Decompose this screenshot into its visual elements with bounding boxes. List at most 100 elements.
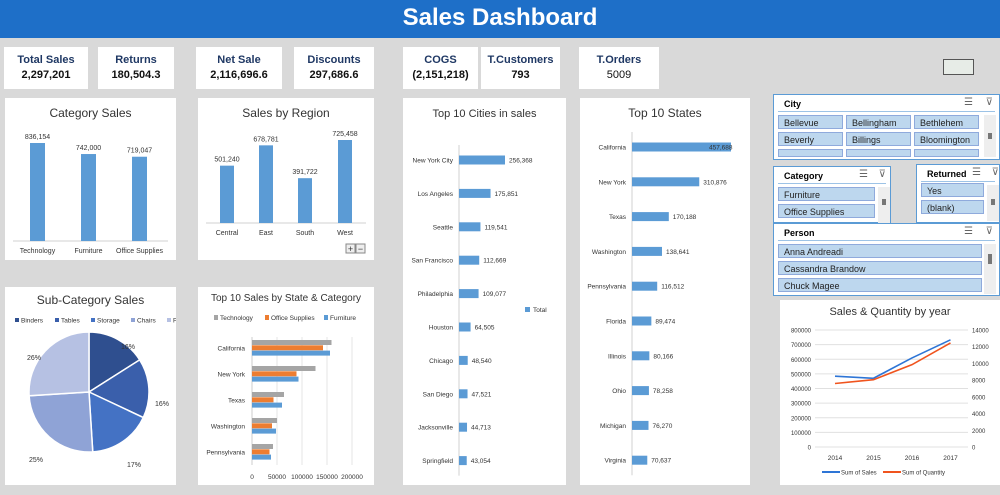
category-label: Florida [606,319,626,326]
kpi-value: 297,686.6 [309,69,359,81]
slicer-item[interactable]: Billings [846,132,911,146]
yearly-line-chart: Sales & Quantity by year 800000 700000 6000… [780,300,1000,485]
category-label: California [599,145,627,152]
chart-title: Sales & Quantity by year [829,306,951,318]
data-label: 43,054 [471,458,491,465]
scrollbar[interactable] [984,244,996,294]
bar-seattle [459,222,481,232]
chart-title: Category Sales [49,106,132,120]
data-label: 725,458 [332,131,357,138]
top-cities-chart: Top 10 Cities in sales New York City 256,3… [403,98,566,485]
legend-swatch [55,318,59,322]
legend-label: Office Supplies [271,315,315,322]
multi-select-icon[interactable]: ☰ [964,226,973,237]
scrollbar[interactable] [878,187,890,223]
data-label: 119,541 [484,224,507,231]
selected-cell[interactable] [943,59,974,75]
slicer-item[interactable]: Cassandra Brandow [778,261,982,275]
slicer-item[interactable]: Chuck Magee [778,278,982,292]
data-label: 70,637 [651,458,671,465]
tick-label: 50000 [268,474,286,481]
bar-washington [632,246,662,256]
expand-button[interactable]: + [345,243,356,254]
scrollbar[interactable] [987,185,999,221]
button-label: + [348,244,353,254]
data-label: 742,000 [76,145,101,152]
y2-tick-label: 8000 [972,379,986,385]
data-label: 64,505 [475,325,495,332]
chart-title: Sales by Region [242,106,330,120]
slicer-item-partial[interactable] [778,149,843,157]
clear-filter-icon[interactable]: ⊽ [985,97,993,108]
bar-technology [30,143,45,241]
kpi-label: Discounts [307,54,361,66]
data-label: 48,540 [472,358,492,365]
slicer-item-partial[interactable] [846,149,911,157]
kpi-card-total-sales: Total Sales 2,297,201 [4,47,88,89]
data-label: 170,188 [673,214,697,221]
slicer-item-partial[interactable] [914,149,979,157]
tick-label: 100000 [291,474,313,481]
slicer-item[interactable]: (blank) [921,200,984,214]
slicer-title: City [784,99,802,109]
legend-label: Storage [97,318,120,325]
bar-new-york-city [459,155,505,165]
category-label: Furniture [74,248,102,255]
multi-select-icon[interactable]: ☰ [859,169,868,180]
chart-title: Top 10 Cities in sales [432,108,537,120]
chart-title: Sub-Category Sales [36,293,145,307]
slicer-item[interactable]: Furniture [778,187,875,201]
slicer-item[interactable]: Office Supplies [778,204,875,218]
slicer-item[interactable]: Bellingham [846,115,911,129]
legend-swatch [214,315,218,320]
bar-houston [459,322,471,332]
y-tick-label: 200000 [791,416,812,422]
bar-texas-office-supplies [252,397,274,403]
bar-new-york-technology [252,366,316,371]
category-label: Michigan [600,423,626,430]
bar-central [220,165,234,223]
clear-filter-icon[interactable]: ⊽ [878,169,886,180]
legend-label: Binders [21,318,44,325]
slicer-title: Person [784,228,815,238]
y-tick-label: 800000 [791,329,812,335]
bar-washington-technology [252,418,277,423]
button-box [345,243,356,254]
state-category-chart: Top 10 Sales by State & Category 0 50000 10… [198,287,374,485]
category-label: Los Angeles [418,191,454,198]
bar-california-technology [252,340,332,345]
bar-washington-furniture [252,428,276,434]
multi-select-icon[interactable]: ☰ [972,167,981,178]
bar-new-york-furniture [252,376,299,382]
category-label: West [337,230,353,237]
y2-tick-label: 12000 [972,345,989,351]
slicer-item[interactable]: Anna Andreadi [778,244,982,258]
category-label: Virginia [604,458,626,465]
bar-pennsylvania-furniture [252,454,271,460]
y-tick-label: 500000 [791,372,812,378]
kpi-value: 2,297,201 [21,69,71,81]
legend-label: Sum of Quantity [902,471,945,477]
collapse-button[interactable]: − [355,243,366,254]
bar-pennsylvania-office-supplies [252,449,270,455]
data-label: 719,047 [127,148,152,155]
slicer-item[interactable]: Bloomington [914,132,979,146]
slicer-item[interactable]: Beverly [778,132,843,146]
pie-slice-storage [88,390,145,453]
top-states-chart: Top 10 States California 457,688 New York 31… [580,98,750,485]
bar-texas [632,212,669,222]
sub-category-chart: Sub-Category Sales 16% 16% 17% 25% 26% Binders… [5,287,176,485]
category-label: Texas [228,398,246,405]
slicer-item[interactable]: Yes [921,183,984,197]
slicer-item[interactable]: Bethlehem [914,115,979,129]
clear-filter-icon[interactable]: ⊽ [985,226,993,237]
data-label: 836,154 [25,134,50,141]
kpi-label: Total Sales [17,54,75,66]
kpi-label: T.Orders [596,54,642,66]
clear-filter-icon[interactable]: ⊽ [991,167,999,178]
multi-select-icon[interactable]: ☰ [964,97,973,108]
slicer-item[interactable]: Bellevue [778,115,843,129]
scrollbar[interactable] [984,115,996,157]
y2-tick-label: 2000 [972,429,986,435]
kpi-card-net-sale: Net Sale 2,116,696.6 [196,47,282,89]
